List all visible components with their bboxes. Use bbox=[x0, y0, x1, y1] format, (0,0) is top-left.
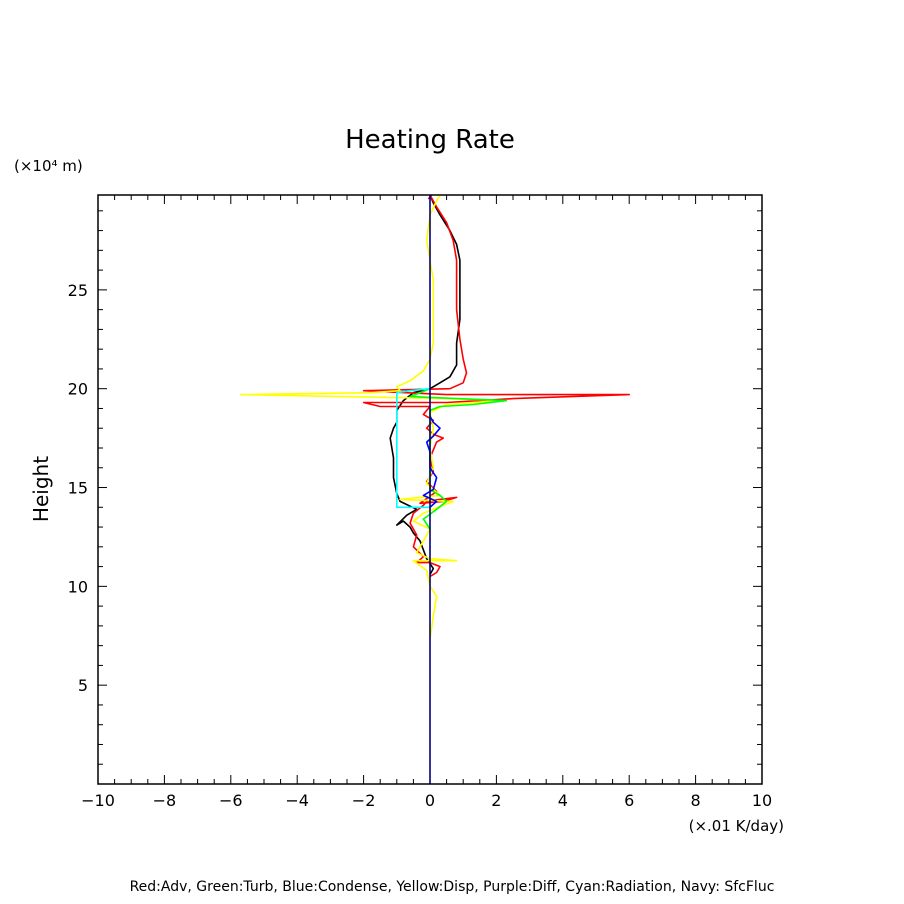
series-line-2 bbox=[240, 194, 504, 640]
x-tick-label: 4 bbox=[558, 791, 568, 810]
x-tick-label: 8 bbox=[691, 791, 701, 810]
y-tick-label: 10 bbox=[68, 577, 88, 596]
x-tick-label: −4 bbox=[285, 791, 309, 810]
chart-title: Heating Rate bbox=[345, 125, 515, 155]
y-unit-label: (×10⁴ m) bbox=[14, 157, 83, 175]
series-line-3 bbox=[409, 387, 508, 530]
series-lines bbox=[240, 194, 631, 784]
plot-frame bbox=[97, 194, 763, 785]
y-axis-label: Height bbox=[29, 456, 53, 522]
x-tick-label: −10 bbox=[81, 791, 115, 810]
x-tick-label: 10 bbox=[752, 791, 772, 810]
y-tick-label: 25 bbox=[68, 281, 88, 300]
axis-ticks bbox=[97, 195, 763, 784]
x-tick-label: −6 bbox=[219, 791, 243, 810]
x-tick-label: 0 bbox=[425, 791, 435, 810]
x-tick-label: −2 bbox=[352, 791, 376, 810]
x-tick-label: 6 bbox=[624, 791, 634, 810]
series-line-5 bbox=[395, 387, 431, 509]
y-tick-label: 5 bbox=[78, 676, 88, 695]
y-tick-label: 20 bbox=[68, 380, 88, 399]
axis-tick-labels: −10 −8 −6 −4 −2 0 2 4 6 8 10 5 10 15 20 25 bbox=[68, 281, 773, 810]
x-tick-label: 2 bbox=[491, 791, 501, 810]
x-unit-label: (×.01 K/day) bbox=[689, 817, 784, 835]
legend-text: Red:Adv, Green:Turb, Blue:Condense, Yell… bbox=[130, 879, 775, 895]
x-tick-label: −8 bbox=[153, 791, 177, 810]
y-tick-label: 15 bbox=[68, 479, 88, 498]
